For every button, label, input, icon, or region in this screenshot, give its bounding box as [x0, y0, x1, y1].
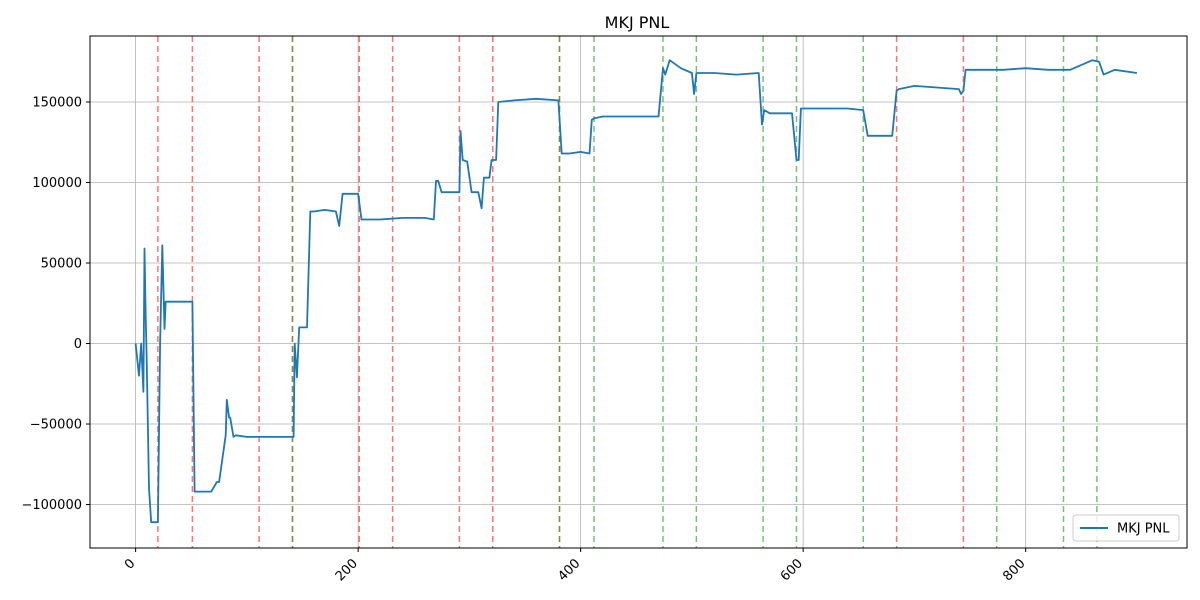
y-tick-label: 150000: [32, 96, 82, 111]
pnl-series-line: [134, 59, 1138, 524]
x-tick-label: 400: [555, 556, 583, 584]
y-tick-label: −100000: [21, 498, 82, 513]
grid-lines: [90, 36, 1187, 548]
y-tick-label: 50000: [41, 257, 82, 272]
y-axis-ticks: −100000 −50000 0 50000 100000 150000: [21, 96, 90, 513]
x-axis-ticks: 0 200 400 600 800: [122, 548, 1029, 584]
x-tick-label: 200: [333, 556, 361, 584]
legend-box: [1072, 514, 1180, 542]
plot-frame: [89, 35, 1188, 549]
event-markers: [157, 36, 1098, 548]
y-tick-label: 0: [74, 337, 82, 352]
x-tick-label: 0: [122, 556, 138, 572]
series-layer: [134, 59, 1138, 524]
x-tick-label: 800: [1000, 556, 1028, 584]
chart-title: MKJ PNL: [605, 13, 670, 32]
legend-label: MKJ PNL: [1117, 522, 1170, 537]
y-tick-label: 100000: [32, 176, 82, 191]
legend: MKJ PNL: [1072, 514, 1180, 542]
y-tick-label: −50000: [30, 418, 82, 433]
x-tick-label: 600: [778, 556, 806, 584]
